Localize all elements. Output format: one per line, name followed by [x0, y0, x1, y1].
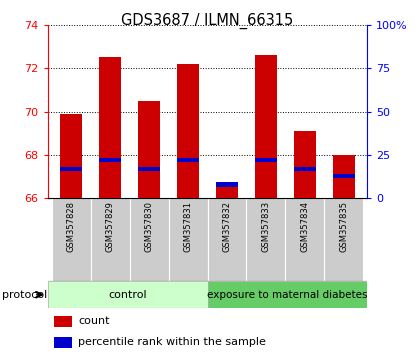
Bar: [286, 198, 325, 281]
Bar: [177, 64, 199, 198]
Bar: [208, 281, 367, 308]
Bar: [294, 131, 316, 198]
Bar: [61, 114, 82, 198]
Text: GDS3687 / ILMN_66315: GDS3687 / ILMN_66315: [121, 12, 294, 29]
Bar: [61, 167, 82, 171]
Bar: [247, 198, 286, 281]
Bar: [177, 158, 199, 162]
Bar: [333, 173, 354, 178]
Bar: [138, 167, 160, 171]
Text: GSM357835: GSM357835: [339, 201, 349, 252]
Bar: [333, 155, 354, 198]
Bar: [255, 158, 277, 162]
Text: protocol: protocol: [2, 290, 47, 300]
Text: count: count: [78, 316, 110, 326]
Text: exposure to maternal diabetes: exposure to maternal diabetes: [207, 290, 368, 300]
Bar: [208, 198, 247, 281]
Bar: [54, 316, 72, 327]
Text: GSM357830: GSM357830: [144, 201, 154, 252]
Bar: [99, 158, 121, 162]
Bar: [129, 198, 168, 281]
Text: GSM357833: GSM357833: [261, 201, 271, 252]
Bar: [168, 198, 208, 281]
Bar: [48, 281, 208, 308]
Text: GSM357832: GSM357832: [222, 201, 232, 252]
Bar: [138, 101, 160, 198]
Bar: [90, 198, 129, 281]
Text: GSM357834: GSM357834: [300, 201, 310, 252]
Bar: [216, 182, 238, 187]
Text: percentile rank within the sample: percentile rank within the sample: [78, 337, 266, 347]
Bar: [51, 198, 90, 281]
Bar: [325, 198, 364, 281]
Bar: [294, 167, 316, 171]
Bar: [54, 337, 72, 348]
Bar: [216, 183, 238, 198]
Text: GSM357831: GSM357831: [183, 201, 193, 252]
Bar: [255, 55, 277, 198]
Text: control: control: [108, 290, 147, 300]
Text: GSM357828: GSM357828: [66, 201, 76, 252]
Bar: [99, 57, 121, 198]
Text: GSM357829: GSM357829: [105, 201, 115, 252]
